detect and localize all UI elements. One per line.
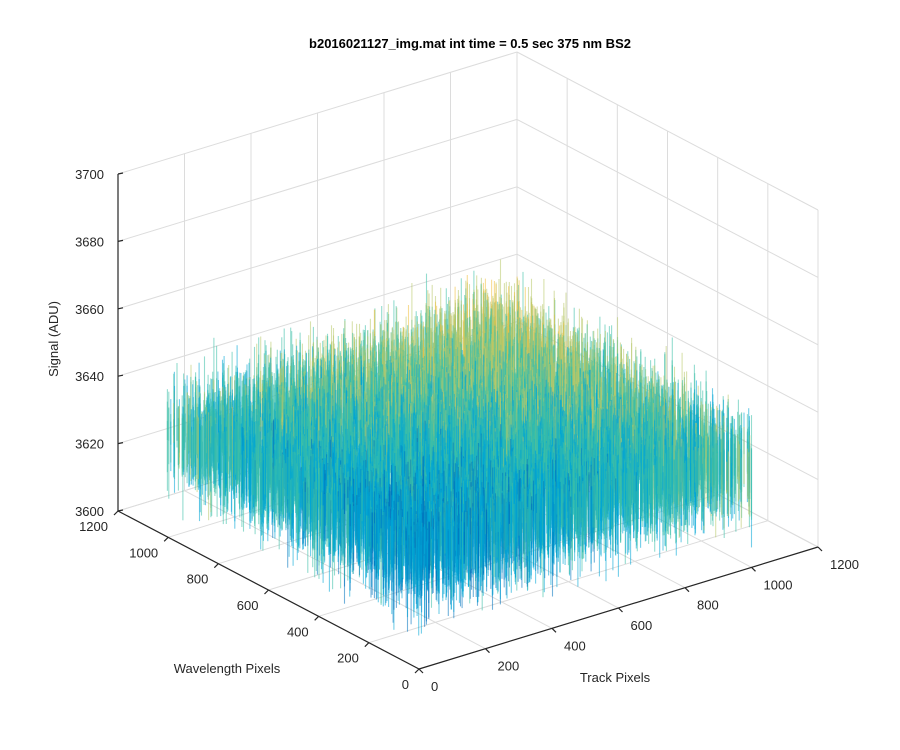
back-wall-grid-line [117, 253, 518, 377]
side-wall-grid-line [516, 253, 819, 413]
side-wall-grid-line [516, 51, 819, 211]
surface-plot [166, 259, 753, 636]
side-wall-grid-line [516, 118, 819, 278]
surface-strokes [166, 259, 753, 636]
back-wall-grid-line [117, 51, 518, 175]
back-wall-grid-line [117, 118, 518, 242]
floor-grid-line [368, 520, 768, 644]
back-wall-grid-line [117, 186, 518, 310]
side-wall-grid-line [516, 186, 819, 346]
